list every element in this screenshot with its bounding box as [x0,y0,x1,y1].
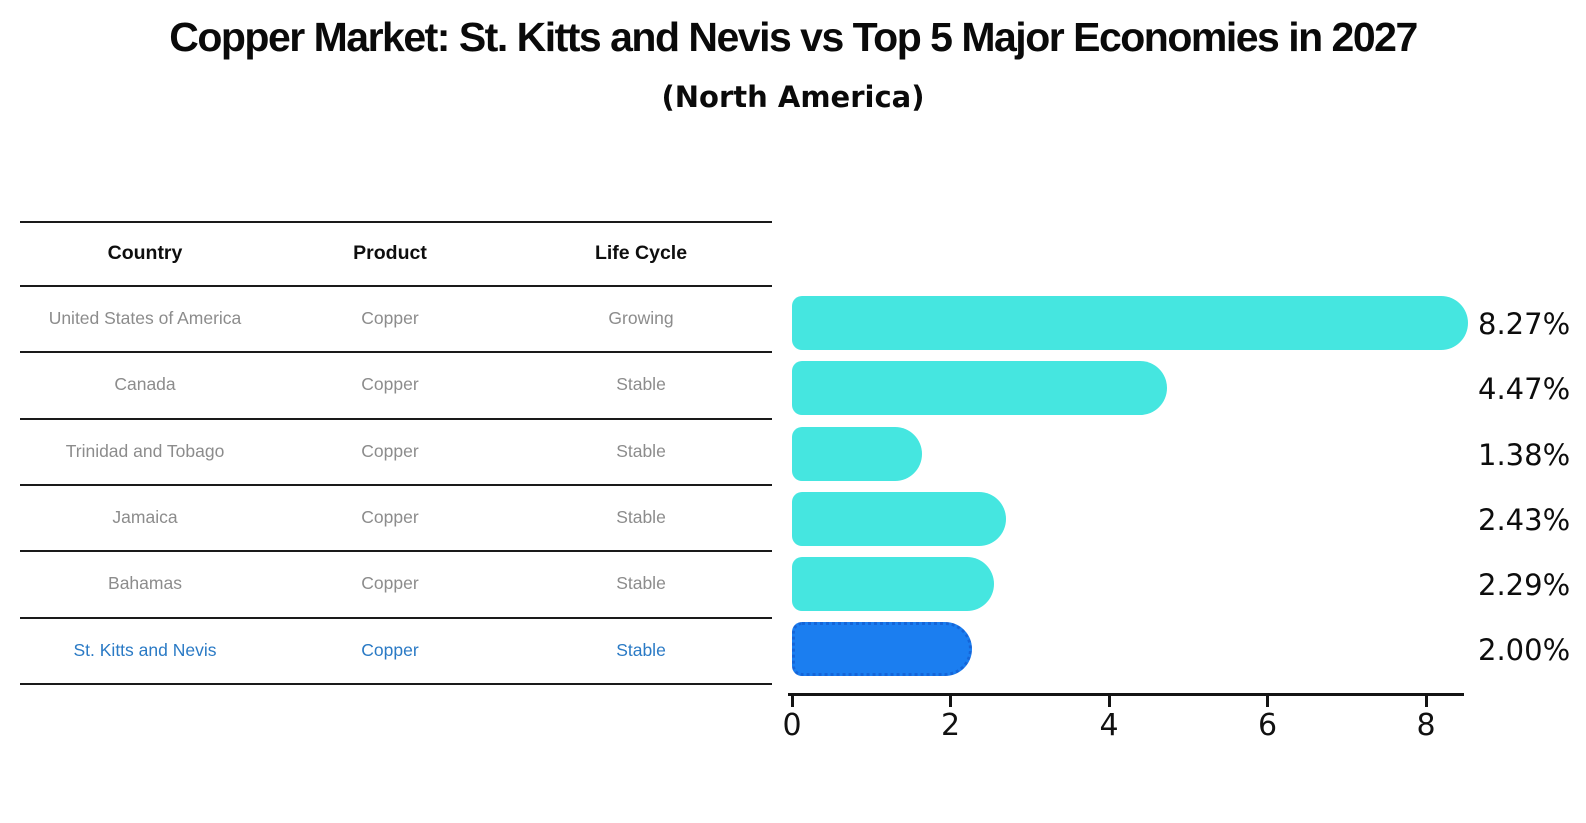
cell-country: Canada [114,373,176,394]
table-row-line [20,550,772,552]
table-row-line [20,418,772,420]
cell-life-cycle: Stable [616,572,666,593]
table-header-line [20,285,772,287]
bar-st-kitts-and-nevis [792,622,972,676]
table-row-line [20,484,772,486]
cell-product: Copper [361,373,419,394]
x-axis-tick: 2 [911,696,991,743]
bar-united-states [792,296,1469,350]
value-label: 4.47% [1478,372,1571,406]
table-row: United States of America Copper Growing [20,300,772,336]
bar-bahamas [792,557,995,611]
bar-trinidad-and-tobago [792,427,923,481]
tick-label: 8 [1416,708,1436,743]
tick-mark [1424,696,1428,707]
cell-life-cycle: Growing [608,307,674,328]
cell-product: Copper [361,440,419,461]
table-row: Canada Copper Stable [20,366,772,402]
x-axis-tick: 6 [1228,696,1308,743]
value-label: 1.38% [1478,438,1571,472]
table-row-highlighted: St. Kitts and Nevis Copper Stable [20,632,772,668]
table-row: Trinidad and Tobago Copper Stable [20,433,772,469]
tick-label: 0 [782,708,802,743]
chart-subtitle: (North America) [661,80,925,114]
cell-country: Bahamas [108,572,182,593]
chart-title: Copper Market: St. Kitts and Nevis vs To… [169,14,1418,60]
tick-label: 6 [1257,708,1278,743]
value-label: 2.00% [1478,633,1571,667]
x-axis-tick: 4 [1069,696,1149,743]
value-label: 2.29% [1478,568,1571,602]
tick-label: 2 [940,708,961,743]
bar-jamaica [792,492,1006,546]
tick-mark [1266,696,1269,707]
tick-label: 4 [1099,708,1119,743]
value-label: 8.27% [1478,307,1571,341]
cell-product: Copper [361,506,419,527]
table-bottom-line [20,683,772,685]
cell-life-cycle: Stable [616,440,666,461]
column-header-product: Product [353,241,427,264]
table-row-line [20,617,772,619]
table-row: Jamaica Copper Stable [20,499,772,535]
cell-life-cycle: Stable [616,639,666,660]
x-axis-tick: 8 [1386,696,1466,743]
column-header-life-cycle: Life Cycle [594,241,688,264]
table-row-line [20,351,772,353]
table-row: Bahamas Copper Stable [20,565,772,601]
cell-product: Copper [361,639,419,660]
table-header-row: Country Product Life Cycle [20,235,772,271]
tick-mark [790,696,794,707]
cell-life-cycle: Stable [616,373,666,394]
cell-product: Copper [361,307,419,328]
cell-life-cycle: Stable [616,506,666,527]
table-top-line [20,221,772,223]
cell-country: United States of America [48,307,242,328]
cell-country: Jamaica [112,506,178,527]
x-axis-tick: 0 [752,696,832,743]
value-label: 2.43% [1478,503,1571,537]
x-axis-line [788,693,1464,696]
column-header-country: Country [107,241,183,264]
cell-country: St. Kitts and Nevis [73,639,217,660]
cell-country: Trinidad and Tobago [65,440,225,461]
cell-product: Copper [361,572,419,593]
tick-mark [949,696,952,707]
tick-mark [1107,696,1111,707]
bar-canada [792,361,1168,415]
